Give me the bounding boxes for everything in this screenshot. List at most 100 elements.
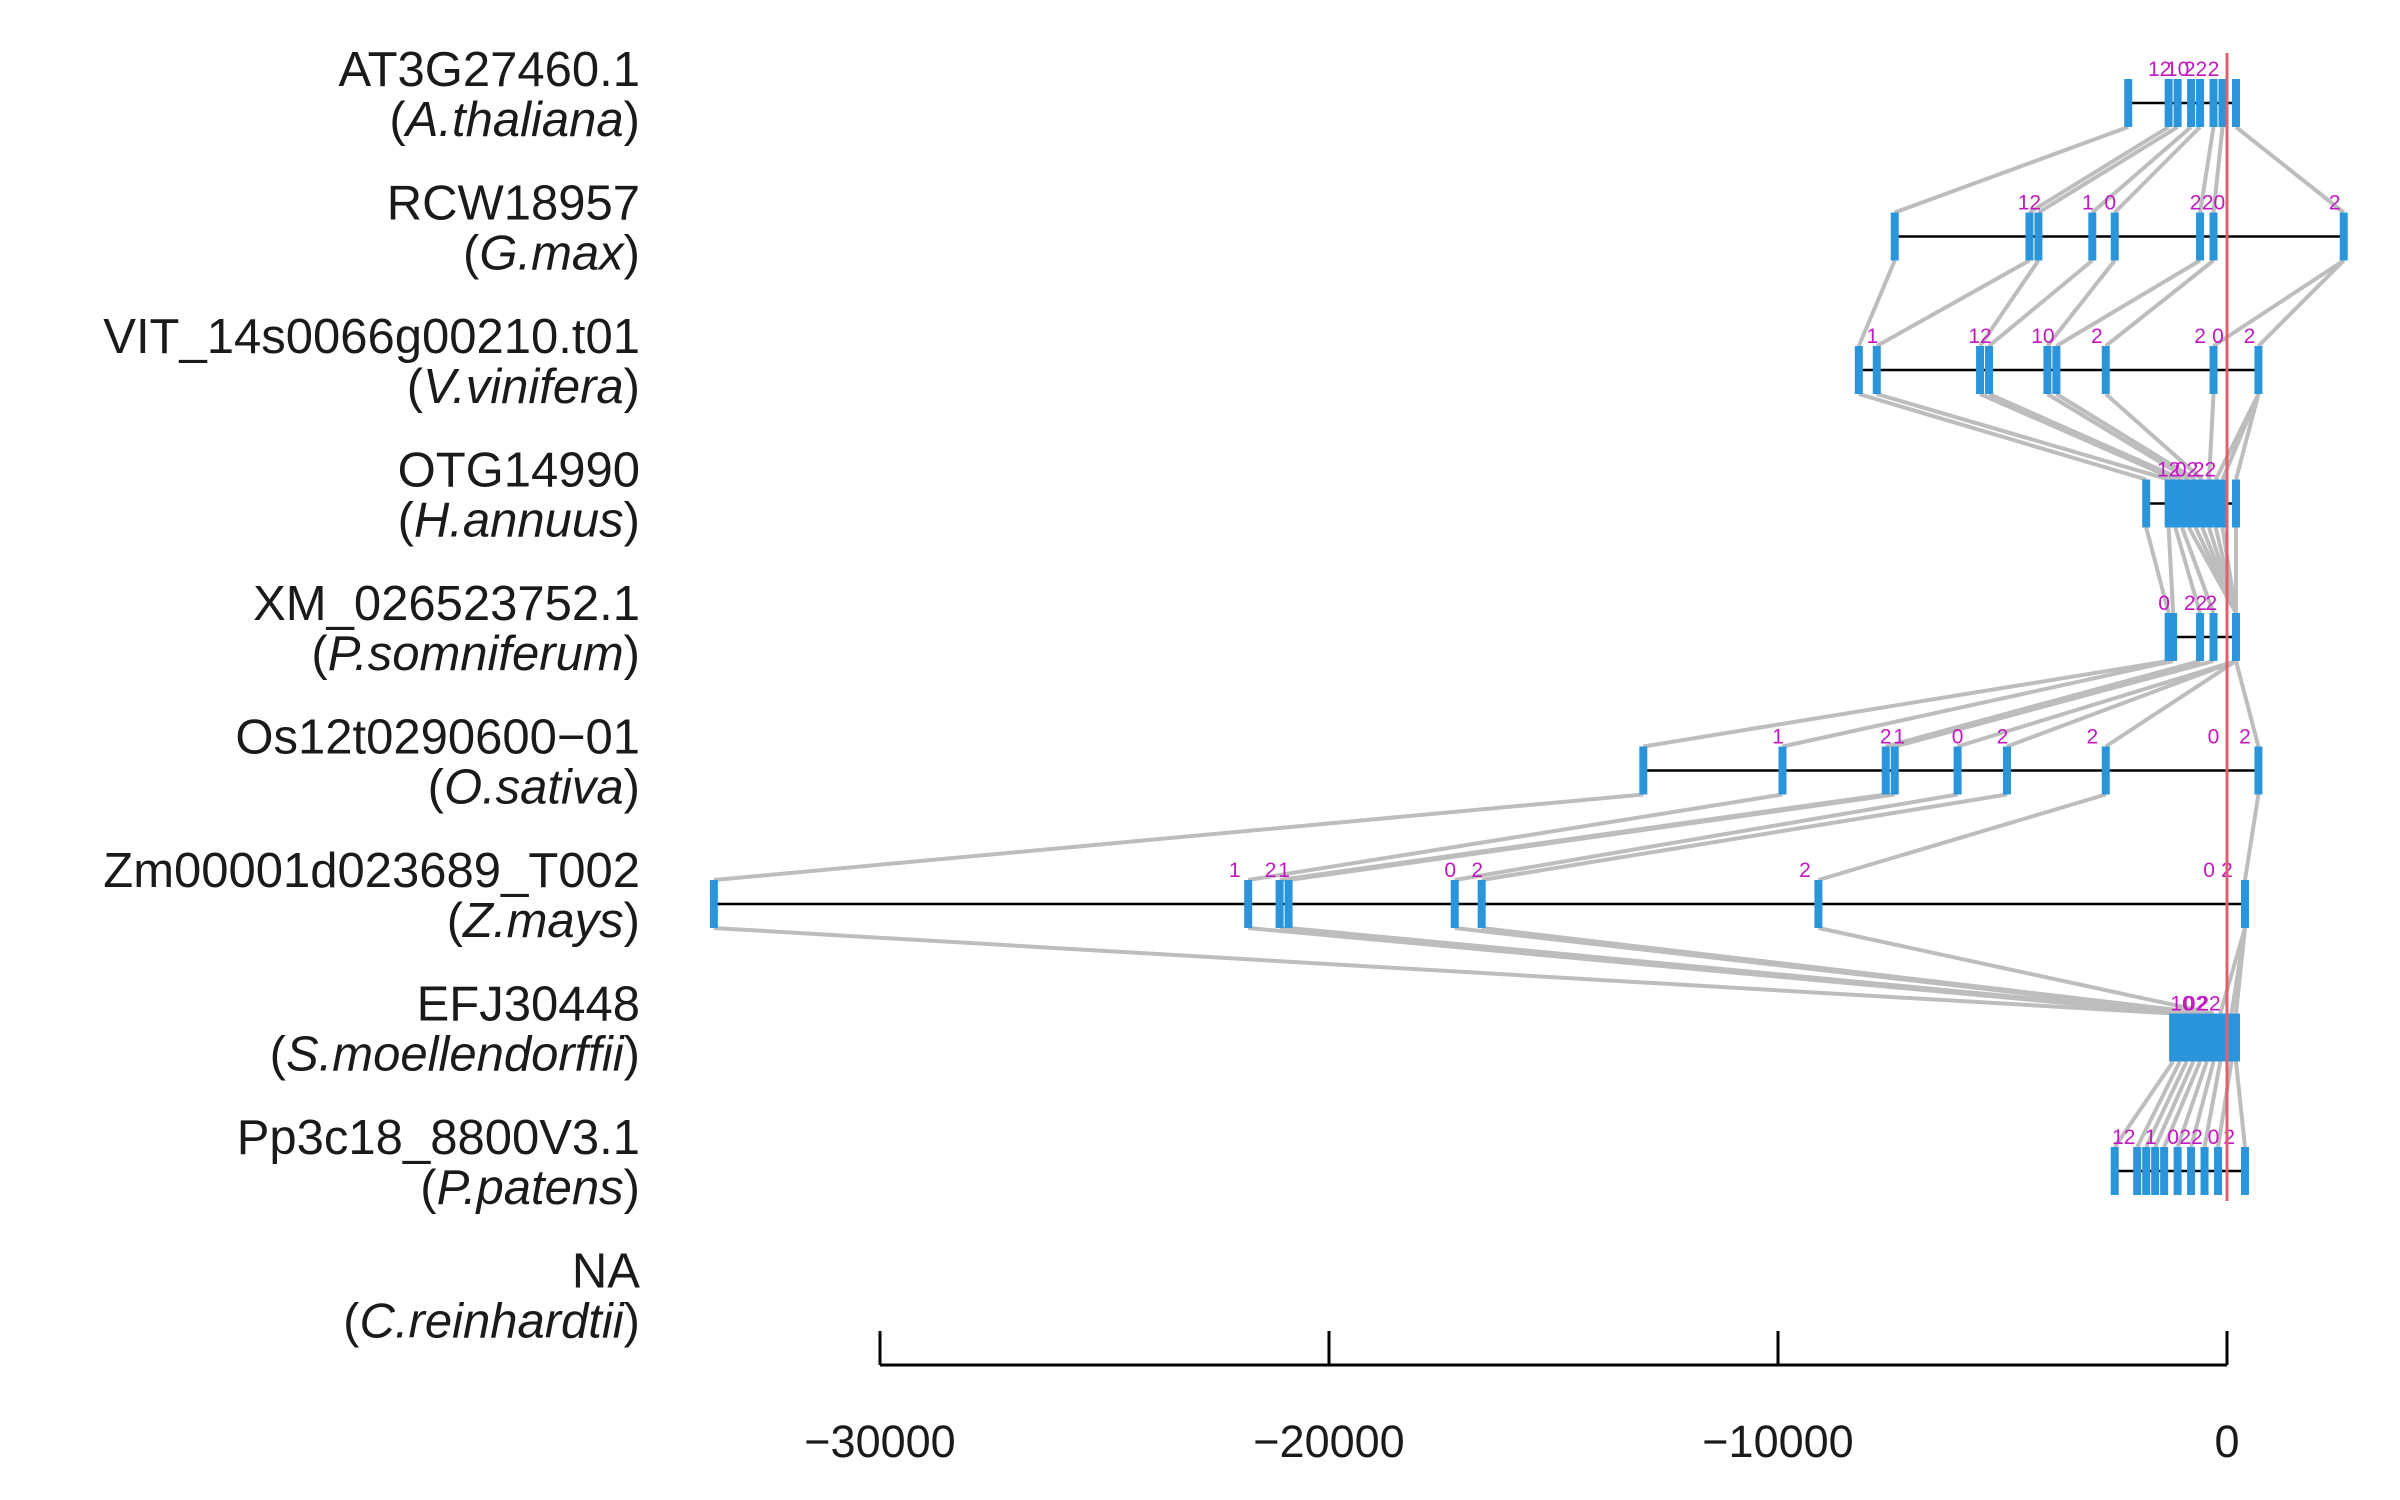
phase-label: 22 <box>2197 993 2220 1016</box>
exon <box>1450 880 1459 928</box>
exon <box>2191 479 2200 528</box>
exon-connector <box>2233 927 2247 1014</box>
exon <box>2142 479 2151 528</box>
exon-connector <box>2006 659 2237 749</box>
exon-connector <box>2198 126 2216 213</box>
exon-connector <box>2046 392 2190 482</box>
exon <box>2187 1147 2196 1195</box>
gene-labels: AT3G27460.1(A.thaliana) RCW18957(G.max) VI… <box>103 43 640 1349</box>
phase-label: 20 <box>2202 192 2225 215</box>
gene-id-label: XM_026523752.1 <box>253 577 640 631</box>
exon <box>2124 79 2133 127</box>
phase-label: 2 <box>1799 859 1811 882</box>
exon-connector <box>2189 1060 2216 1148</box>
exon-connector <box>1876 392 2170 482</box>
exon <box>2196 79 2205 127</box>
exon <box>2043 346 2052 394</box>
phase-label: 12 <box>2018 192 2041 215</box>
phase-label: 1 <box>1866 325 1878 348</box>
exon <box>1275 880 1284 928</box>
exon <box>1890 212 1899 261</box>
gene-id-label: Zm00001d023689_T002 <box>103 844 640 898</box>
species-label: (H.annuus) <box>398 494 640 548</box>
exon <box>2169 1013 2178 1062</box>
exon-connector <box>1481 792 2008 882</box>
species-label: (C.reinhardtii) <box>343 1295 640 1349</box>
exon <box>2160 1147 2169 1195</box>
exon <box>2209 212 2218 261</box>
exon <box>2171 479 2180 528</box>
exon-connector <box>1894 659 2215 749</box>
species-label: (Z.mays) <box>447 894 640 948</box>
exon <box>2231 613 2240 661</box>
exon-connector <box>2233 1061 2247 1148</box>
phase-label: 12 <box>2148 58 2171 81</box>
exon <box>2200 1147 2209 1195</box>
exon <box>2196 212 2205 261</box>
exon-connector <box>2242 794 2261 881</box>
exon-connector <box>2153 1060 2196 1148</box>
phase-label: 02 <box>2184 993 2207 1016</box>
exon-connector <box>1978 259 2041 348</box>
exon <box>2196 1013 2205 1062</box>
phase-label: 0 <box>2104 192 2116 215</box>
exon-connector <box>1979 392 2177 482</box>
exon <box>2196 613 2205 661</box>
exon-connector <box>1782 659 2174 749</box>
exon <box>2198 479 2207 528</box>
exon <box>2025 212 2034 261</box>
exon-connector <box>2113 1060 2175 1149</box>
phase-label: 22 <box>2184 58 2207 81</box>
exon-connectors <box>713 125 2346 1149</box>
exon-connector <box>2055 392 2197 482</box>
exon <box>2214 1147 2223 1195</box>
species-label: (V.vinifera) <box>407 360 640 414</box>
exon-connector <box>713 792 1644 882</box>
exon <box>2218 479 2227 528</box>
exon-connector <box>2257 259 2346 348</box>
gene-id-label: RCW18957 <box>387 177 640 231</box>
phase-label: 10 <box>2031 325 2054 348</box>
phase-label: 2 <box>2244 325 2256 348</box>
exon <box>1814 880 1823 928</box>
exon-connector <box>2234 125 2345 215</box>
gene-track: 1 12 10 2 2 0 2 <box>1854 325 2263 394</box>
phase-label: 2 <box>2208 58 2220 81</box>
exon-connector <box>2055 258 2202 348</box>
phase-label: 1 <box>1229 859 1241 882</box>
exon-connector <box>2135 1060 2182 1148</box>
exon-connector <box>1858 392 2147 482</box>
exon <box>2209 79 2218 127</box>
gene-id-label: NA <box>572 1245 640 1299</box>
exon-connector <box>1481 926 2208 1016</box>
exon <box>2205 479 2214 528</box>
exon <box>2034 212 2043 261</box>
exon <box>2173 79 2182 127</box>
exon <box>2240 1147 2249 1195</box>
phase-label: 02 <box>2175 459 2198 482</box>
exon <box>2175 1013 2184 1062</box>
exon <box>1953 746 1962 795</box>
exon-connector <box>1817 926 2214 1016</box>
exon-connector <box>2144 526 2171 614</box>
exon-connector <box>2113 125 2202 214</box>
exon <box>2101 746 2110 795</box>
exon <box>2088 212 2097 261</box>
exon-connector <box>1817 792 2107 882</box>
exon-connector <box>2090 125 2193 215</box>
phase-label: 0 <box>1444 859 1456 882</box>
exon <box>2169 613 2178 661</box>
species-label: (O.sativa) <box>428 761 640 815</box>
exon-connector <box>2207 393 2216 480</box>
phase-label: 2 <box>2239 726 2251 749</box>
exon <box>2339 212 2348 261</box>
exon <box>2151 1147 2160 1195</box>
exon-connector <box>2104 258 2215 348</box>
gene-id-label: Os12t0290600−01 <box>235 711 640 765</box>
phase-label: 1 <box>2082 192 2094 215</box>
